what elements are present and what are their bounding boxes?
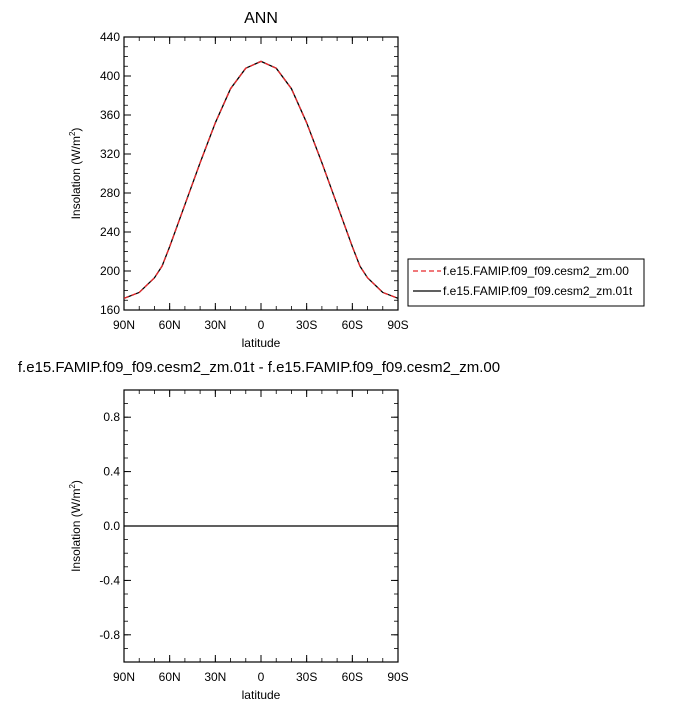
y-tick-label: 160 (100, 303, 120, 317)
y-tick-label: 200 (100, 264, 120, 278)
legend-label-1: f.e15.FAMIP.f09_f09.cesm2_zm.01t (443, 284, 633, 298)
x-tick-label: 60N (159, 670, 181, 684)
x-tick-label: 30S (296, 670, 317, 684)
y-tick-label: 0.4 (103, 465, 120, 479)
x-axis-label: latitude (242, 336, 281, 350)
plot-frame (123, 36, 399, 311)
x-tick-label: 90N (113, 318, 135, 332)
x-tick-label: 30N (204, 670, 226, 684)
x-tick-label: 90N (113, 670, 135, 684)
y-axis-label: Insolation (W/m2) (68, 480, 83, 572)
y-tick-label: -0.8 (99, 628, 120, 642)
y-tick-label: 360 (100, 108, 120, 122)
y-tick-label: 400 (100, 69, 120, 83)
x-tick-label: 60S (342, 318, 363, 332)
x-tick-label: 60N (159, 318, 181, 332)
y-axis-label-tail: ) (69, 128, 83, 132)
series-line-0 (123, 60, 399, 299)
y-tick-label: 0.8 (103, 410, 120, 424)
x-tick-label: 30S (296, 318, 317, 332)
y-axis-label-tail: ) (69, 480, 83, 484)
chart-title: f.e15.FAMIP.f09_f09.cesm2_zm.01t - f.e15… (18, 359, 500, 376)
x-tick-label: 0 (258, 670, 265, 684)
y-axis-label-superscript: 2 (68, 131, 77, 136)
y-tick-label: 240 (100, 225, 120, 239)
series-line-1 (123, 60, 399, 299)
legend-box (407, 258, 645, 307)
y-axis-label-main: Insolation (W/m (69, 489, 83, 572)
legend: f.e15.FAMIP.f09_f09.cesm2_zm.00 f.e15.FAM… (407, 258, 645, 307)
y-axis-label: Insolation (W/m2) (68, 128, 83, 220)
x-tick-label: 0 (258, 318, 265, 332)
x-tick-label: 90S (387, 318, 408, 332)
y-axis-label-main: Insolation (W/m (69, 136, 83, 219)
y-tick-label: -0.4 (99, 573, 120, 587)
chart-title: ANN (244, 10, 278, 27)
difference-panel: f.e15.FAMIP.f09_f09.cesm2_zm.01t - f.e15… (18, 359, 500, 702)
x-axis-label: latitude (242, 688, 281, 702)
insolation-annual-panel: ANN 160 200 240 280 320 360 400 440 90N 60N 30N 0 30S… (68, 10, 409, 350)
y-tick-label: 0.0 (103, 519, 120, 533)
x-tick-label: 90S (387, 670, 408, 684)
x-tick-label: 60S (342, 670, 363, 684)
y-axis-label-superscript: 2 (68, 484, 77, 489)
y-tick-label: 320 (100, 147, 120, 161)
y-tick-label: 280 (100, 186, 120, 200)
legend-label-0: f.e15.FAMIP.f09_f09.cesm2_zm.00 (443, 264, 629, 278)
y-tick-label: 440 (100, 30, 120, 44)
x-tick-label: 30N (204, 318, 226, 332)
